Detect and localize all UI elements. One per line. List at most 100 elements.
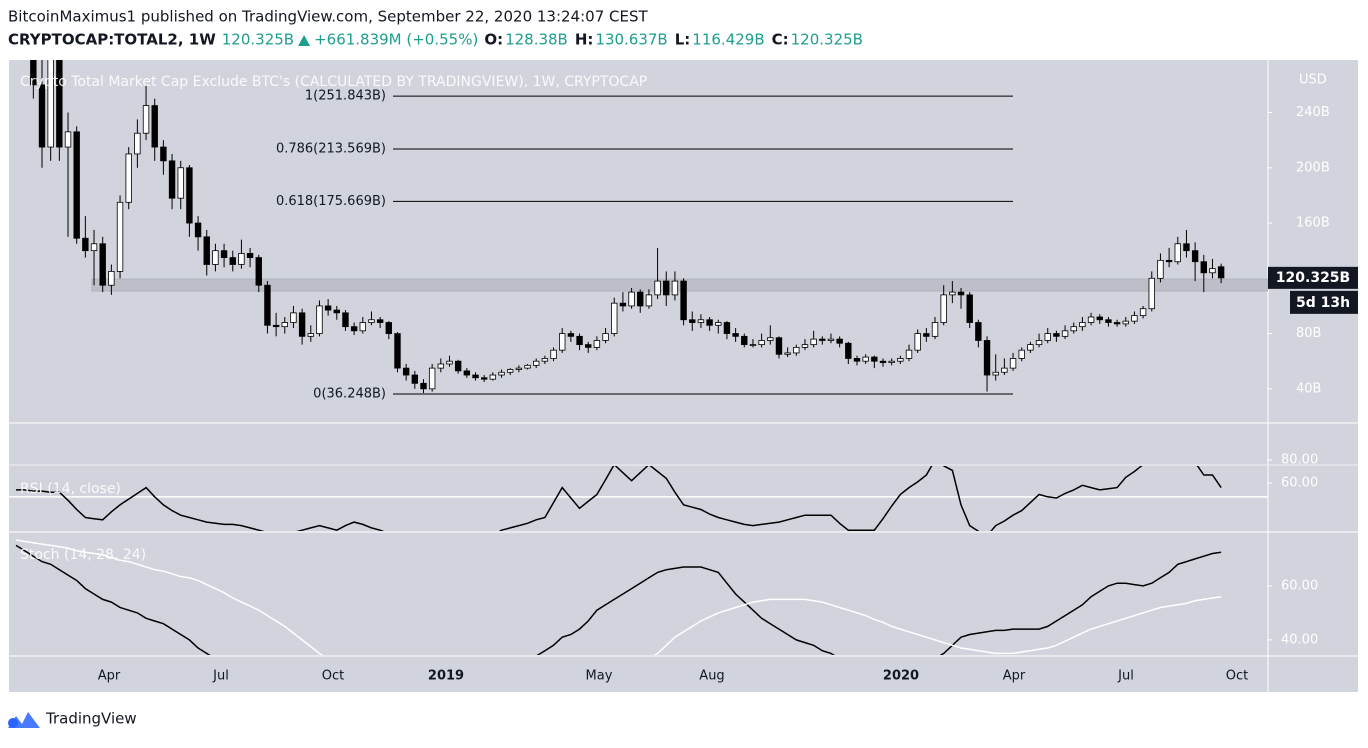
candle-body xyxy=(168,160,176,199)
candle-body xyxy=(1191,250,1199,263)
candle-body xyxy=(515,367,523,370)
candle-body xyxy=(90,243,98,252)
candle-body xyxy=(723,322,731,334)
candle-body xyxy=(229,257,236,265)
header-field: C: xyxy=(772,31,789,49)
candle-body xyxy=(177,167,184,199)
y-tick-label: 240B xyxy=(1296,105,1330,120)
candle-body xyxy=(1070,326,1077,332)
candle-body xyxy=(775,337,783,355)
candle-body xyxy=(64,131,72,148)
fib-label: 0.786(213.569B) xyxy=(276,142,386,157)
candle-body xyxy=(238,253,245,265)
header-field: O: xyxy=(484,31,503,49)
y-tick-label: 40B xyxy=(1296,381,1321,396)
candle-body xyxy=(715,322,722,326)
axis-unit: USD xyxy=(1299,73,1327,88)
countdown-label: 5d 13h xyxy=(1296,295,1350,311)
candle-body xyxy=(741,335,748,346)
candle-body xyxy=(819,338,826,341)
candle-body xyxy=(680,280,687,321)
candle-body xyxy=(619,302,627,307)
header-field: +661.839M (+0.55%) xyxy=(314,31,478,49)
candle-body xyxy=(151,105,158,148)
symbol-line: CRYPTOCAP:TOTAL2, 1W 120.325B +661.839M (+… xyxy=(8,31,863,49)
brand: TradingView xyxy=(45,710,137,728)
candle-body xyxy=(1035,340,1043,346)
candle-body xyxy=(949,291,956,296)
candle-body xyxy=(663,280,670,296)
candle-body xyxy=(602,333,609,341)
candle-body xyxy=(888,360,895,363)
pane: RSI (14, close) xyxy=(9,466,1268,531)
support-zone xyxy=(91,278,1268,292)
x-tick-label: Aug xyxy=(699,669,724,684)
candle-body xyxy=(801,344,809,348)
candle-body xyxy=(498,371,505,376)
candle-body xyxy=(1139,308,1147,317)
indicator-line xyxy=(16,466,1222,531)
candle-body xyxy=(1044,333,1051,341)
candle-body xyxy=(567,333,575,337)
candle-body xyxy=(255,257,262,286)
candle-body xyxy=(836,338,843,344)
price-tag-label: 120.325B xyxy=(1276,270,1350,286)
candle-body xyxy=(428,367,436,390)
candle-body xyxy=(524,364,531,369)
candle-body xyxy=(203,236,210,265)
candle-body xyxy=(264,284,271,326)
candle-body xyxy=(827,338,835,341)
candle-body xyxy=(611,302,618,334)
candle-body xyxy=(134,132,141,155)
price-tag xyxy=(1268,266,1358,289)
candle-body xyxy=(281,322,288,328)
candle-body xyxy=(1061,330,1069,337)
up-arrow xyxy=(298,35,311,46)
x-tick-label: Oct xyxy=(322,669,344,684)
candle-body xyxy=(576,335,583,346)
candle-body xyxy=(758,340,765,346)
candle-body xyxy=(585,344,592,348)
candle-body xyxy=(1018,349,1025,359)
candle-body xyxy=(853,358,861,362)
candle-body xyxy=(1105,319,1112,323)
candle-body xyxy=(810,338,817,346)
header-field: 128.38B xyxy=(505,31,568,49)
candle-body xyxy=(1131,315,1138,322)
candle-body xyxy=(923,333,930,337)
x-tick-label: Jul xyxy=(212,669,229,684)
candle-body xyxy=(559,333,566,351)
candle-body xyxy=(30,60,37,86)
candle-body xyxy=(593,340,601,348)
candle-body xyxy=(402,367,410,376)
candle-body xyxy=(975,322,982,341)
candle-body xyxy=(246,253,254,258)
header-field: L: xyxy=(675,31,691,49)
candle-body xyxy=(99,243,106,286)
candle-body xyxy=(324,305,332,311)
pane-title: Crypto Total Market Cap Exclude BTC's (C… xyxy=(20,74,647,90)
indicator-line xyxy=(15,539,1222,655)
candle-body xyxy=(160,146,167,162)
countdown-tag xyxy=(1290,290,1358,314)
pane-title: RSI (14, close) xyxy=(20,481,121,497)
candle-body xyxy=(489,374,497,380)
candle-body xyxy=(862,356,869,362)
candle-body xyxy=(845,342,852,359)
x-tick-label: Jul xyxy=(1117,669,1134,684)
candle-body xyxy=(931,322,939,337)
candle-body xyxy=(533,360,540,366)
candle-body xyxy=(38,84,46,148)
candle-body xyxy=(1200,261,1207,274)
header-field: 120.325B xyxy=(791,31,863,49)
candle-body xyxy=(125,153,132,203)
candle-body xyxy=(1009,358,1017,369)
candle-body xyxy=(385,322,393,334)
candle-body xyxy=(394,333,401,369)
candle-body xyxy=(116,201,124,272)
candle-body xyxy=(1183,243,1190,252)
candle-body xyxy=(637,291,644,307)
candle-body xyxy=(411,374,419,384)
candle-body xyxy=(350,326,358,332)
